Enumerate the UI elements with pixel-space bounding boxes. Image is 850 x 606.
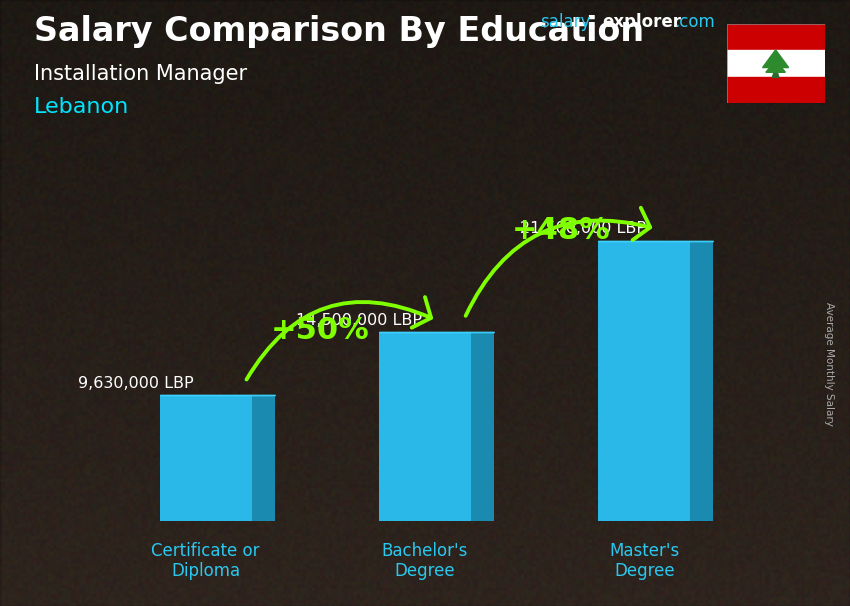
Bar — [471, 332, 494, 521]
Text: +50%: +50% — [270, 316, 369, 345]
Text: 9,630,000 LBP: 9,630,000 LBP — [77, 376, 193, 391]
Bar — [160, 396, 252, 521]
Text: Master's
Degree: Master's Degree — [609, 542, 679, 581]
Polygon shape — [762, 50, 789, 68]
Text: Average Monthly Salary: Average Monthly Salary — [824, 302, 834, 425]
Bar — [379, 332, 471, 521]
Text: Lebanon: Lebanon — [34, 97, 129, 117]
Bar — [727, 24, 824, 50]
Bar — [690, 241, 713, 521]
Bar — [598, 241, 690, 521]
FancyArrowPatch shape — [466, 208, 650, 316]
Bar — [252, 396, 275, 521]
Text: .com: .com — [674, 13, 715, 32]
Text: 21,500,000 LBP: 21,500,000 LBP — [520, 221, 646, 236]
Text: 14,500,000 LBP: 14,500,000 LBP — [296, 313, 422, 328]
Text: Bachelor's
Degree: Bachelor's Degree — [382, 542, 468, 581]
Text: Salary Comparison By Education: Salary Comparison By Education — [34, 15, 644, 48]
Polygon shape — [766, 61, 785, 72]
Polygon shape — [773, 72, 779, 78]
Text: salary: salary — [540, 13, 590, 32]
FancyArrowPatch shape — [246, 297, 431, 379]
Text: Certificate or
Diploma: Certificate or Diploma — [151, 542, 260, 581]
Bar — [727, 78, 824, 103]
Text: Installation Manager: Installation Manager — [34, 64, 247, 84]
Bar — [727, 50, 824, 78]
Text: explorer: explorer — [602, 13, 681, 32]
Text: +48%: +48% — [512, 216, 610, 245]
